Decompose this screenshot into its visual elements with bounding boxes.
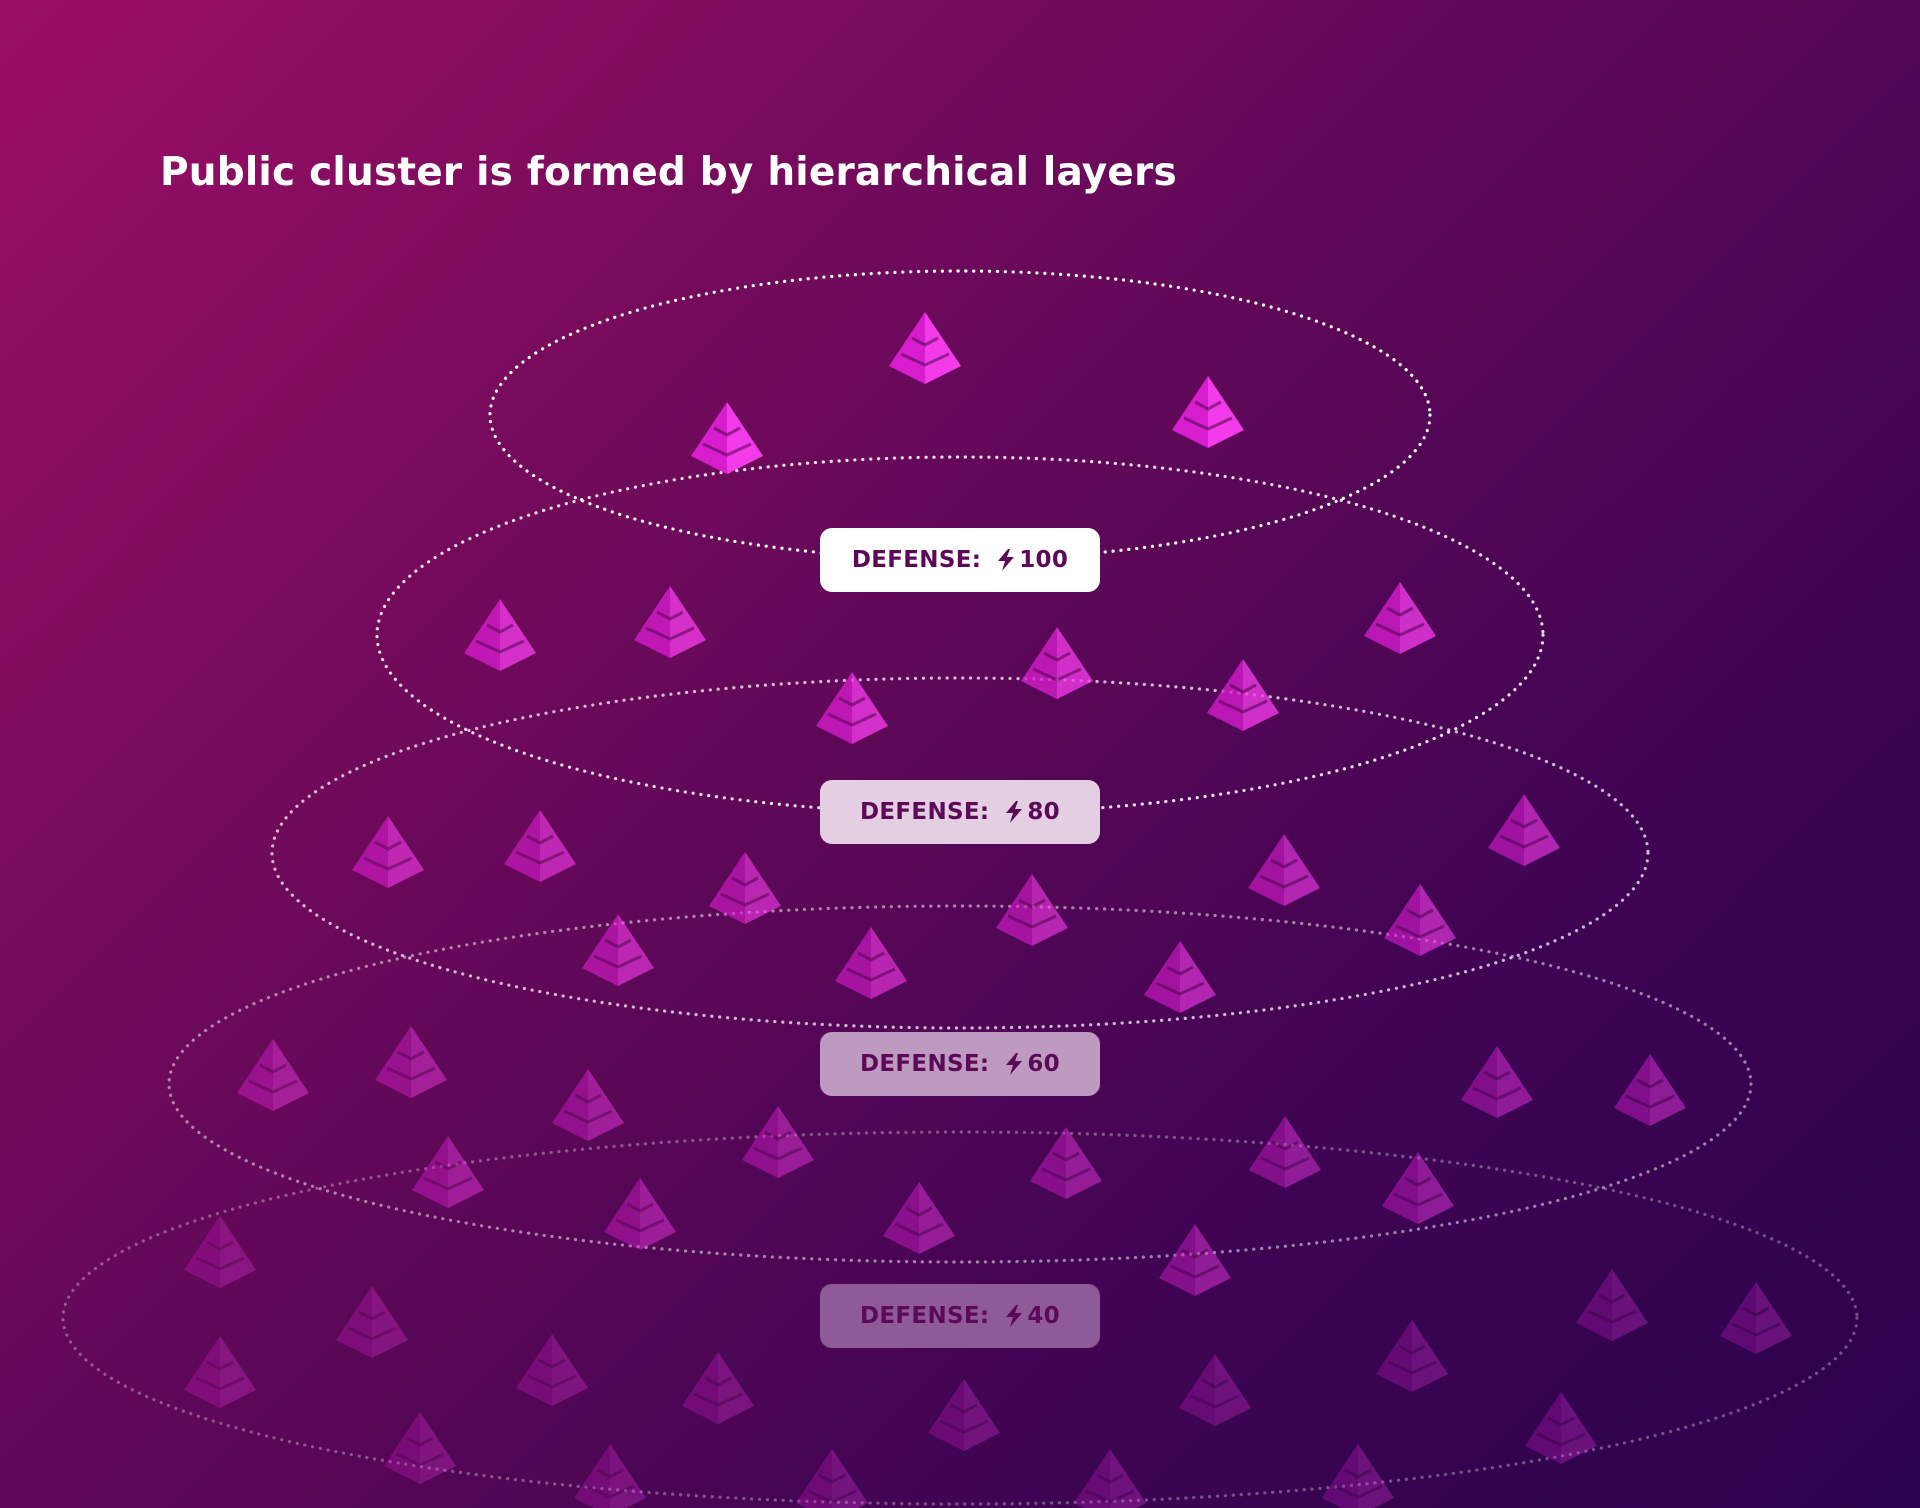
pyramid-icon xyxy=(1207,658,1279,732)
pyramid-icon xyxy=(1376,1319,1448,1393)
pyramid-icon xyxy=(1144,940,1216,1014)
defense-badge-layer-3: DEFENSE: 60 xyxy=(820,1032,1100,1096)
lightning-bolt-icon xyxy=(1005,1053,1023,1075)
pyramid-icon xyxy=(504,809,576,883)
pyramid-icon xyxy=(574,1443,646,1508)
pyramid-icon xyxy=(1576,1268,1648,1342)
pyramid-icon xyxy=(742,1105,814,1179)
pyramid-icon xyxy=(1249,1115,1321,1189)
pyramid-icon xyxy=(352,815,424,889)
pyramid-icon xyxy=(1248,833,1320,907)
pyramid-icon xyxy=(384,1411,456,1485)
defense-value: 80 xyxy=(1027,799,1060,825)
pyramid-icon xyxy=(375,1025,447,1099)
defense-value: 40 xyxy=(1027,1303,1060,1329)
pyramid-icon xyxy=(464,598,536,672)
lightning-bolt-icon xyxy=(997,549,1015,571)
pyramid-icon xyxy=(1461,1045,1533,1119)
layer-ring xyxy=(167,904,1753,1264)
lightning-bolt-icon xyxy=(1005,801,1023,823)
pyramid-icon xyxy=(336,1285,408,1359)
defense-badge-layer-1: DEFENSE: 100 xyxy=(820,528,1100,592)
layer-ring xyxy=(61,1130,1859,1506)
pyramid-icon xyxy=(184,1335,256,1409)
pyramid-icon xyxy=(582,913,654,987)
pyramid-icon xyxy=(835,926,907,1000)
defense-value: 100 xyxy=(1019,547,1069,573)
pyramid-icon xyxy=(816,671,888,745)
defense-label: DEFENSE: xyxy=(860,1051,990,1077)
pyramid-icon xyxy=(1021,626,1093,700)
defense-badge-layer-4: DEFENSE: 40 xyxy=(820,1284,1100,1348)
pyramid-icon xyxy=(552,1068,624,1142)
pyramid-icon xyxy=(796,1448,868,1508)
defense-badge-layer-2: DEFENSE: 80 xyxy=(820,780,1100,844)
pyramid-icon xyxy=(889,311,961,385)
pyramid-icon xyxy=(516,1333,588,1407)
pyramid-icon xyxy=(709,851,781,925)
pyramid-icon xyxy=(1488,793,1560,867)
pyramid-icon xyxy=(1172,375,1244,449)
pyramid-icon xyxy=(928,1378,1000,1452)
layer-ring xyxy=(488,269,1432,561)
pyramid-icon xyxy=(1382,1151,1454,1225)
pyramid-icon xyxy=(1384,883,1456,957)
pyramid-icon xyxy=(883,1181,955,1255)
pyramid-icon xyxy=(682,1351,754,1425)
pyramid-icon xyxy=(1364,581,1436,655)
lightning-bolt-icon xyxy=(1005,1305,1023,1327)
pyramid-icon xyxy=(1525,1391,1597,1465)
page-title: Public cluster is formed by hierarchical… xyxy=(160,150,1177,195)
pyramid-icon xyxy=(412,1135,484,1209)
pyramid-icon xyxy=(237,1038,309,1112)
defense-value: 60 xyxy=(1027,1051,1060,1077)
pyramid-icon xyxy=(1614,1053,1686,1127)
defense-label: DEFENSE: xyxy=(851,547,982,573)
pyramid-icon xyxy=(691,401,763,475)
layer-ring xyxy=(270,676,1650,1030)
pyramid-icon xyxy=(1074,1448,1146,1508)
pyramid-icon xyxy=(604,1177,676,1251)
pyramid-icon xyxy=(1159,1223,1231,1297)
pyramid-icon xyxy=(634,585,706,659)
defense-label: DEFENSE: xyxy=(860,799,990,825)
pyramid-icon xyxy=(1179,1353,1251,1427)
defense-label: DEFENSE: xyxy=(860,1303,990,1329)
pyramid-icon xyxy=(1720,1281,1792,1355)
pyramid-icon xyxy=(996,873,1068,947)
pyramid-icon xyxy=(184,1215,256,1289)
pyramid-icon xyxy=(1322,1443,1394,1508)
pyramid-icon xyxy=(1030,1126,1102,1200)
